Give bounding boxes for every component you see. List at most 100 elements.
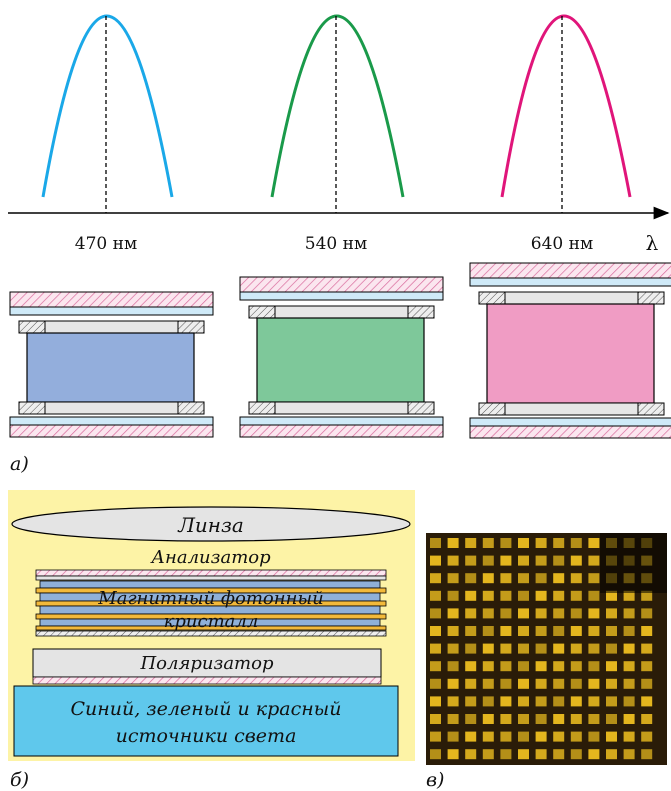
micrograph-pixel: [641, 679, 652, 689]
micrograph-pixel: [536, 608, 547, 618]
cell-green: [240, 277, 443, 437]
micrograph-pixel: [465, 556, 476, 566]
micrograph-pixel: [430, 608, 441, 618]
cell-top-hatch: [470, 263, 671, 278]
micrograph-pixel: [553, 679, 564, 689]
micrograph-pixel: [571, 732, 582, 742]
micrograph-pixel: [465, 749, 476, 759]
micrograph-pixel: [571, 573, 582, 583]
micrograph-pixel: [465, 591, 476, 601]
cell-bottom-hatch: [10, 425, 213, 437]
micrograph-pixel: [624, 661, 635, 671]
micrograph: [426, 533, 667, 765]
micrograph-pixel: [518, 679, 529, 689]
micrograph-pixel: [606, 661, 617, 671]
micrograph-pixel: [500, 714, 511, 724]
micrograph-pixel: [624, 644, 635, 654]
micrograph-pixel: [624, 696, 635, 706]
cell-bottom-spacer-right: [178, 402, 204, 414]
micrograph-pixel: [571, 538, 582, 548]
wavelength-label-470: 470 нм: [75, 234, 137, 254]
micrograph-pixel: [536, 626, 547, 636]
micrograph-pixel: [518, 696, 529, 706]
micrograph-pixel: [553, 626, 564, 636]
micrograph-pixel: [606, 749, 617, 759]
micrograph-pixel: [606, 644, 617, 654]
micrograph-pixel: [465, 608, 476, 618]
cell-top-glass: [470, 278, 671, 286]
micrograph-pixel: [448, 661, 459, 671]
micrograph-pixel: [606, 696, 617, 706]
micrograph-pixel: [553, 556, 564, 566]
micrograph-pixel: [536, 679, 547, 689]
micrograph-pixel: [465, 732, 476, 742]
polarizer-label: Поляризатор: [139, 653, 273, 674]
micrograph-pixel: [430, 696, 441, 706]
micrograph-pixel: [500, 608, 511, 618]
cell-fill: [257, 318, 424, 402]
lens-label: Линза: [177, 513, 244, 537]
micrograph-pixel: [483, 608, 494, 618]
micrograph-pixel: [553, 749, 564, 759]
micrograph-pixel: [536, 644, 547, 654]
micrograph-pixel: [606, 626, 617, 636]
micrograph-pixel: [641, 732, 652, 742]
micrograph-pixel: [483, 732, 494, 742]
micrograph-pixel: [641, 661, 652, 671]
source-label-line2: источники света: [116, 725, 297, 747]
wavelength-label-640: 640 нм: [531, 234, 593, 254]
micrograph-pixel: [536, 732, 547, 742]
micrograph-pixel: [553, 591, 564, 601]
micrograph-pixel: [624, 732, 635, 742]
micrograph-pixel: [536, 573, 547, 583]
cell-bottom-electrode: [275, 402, 408, 414]
micrograph-pixel: [606, 608, 617, 618]
cell-top-spacer-left: [249, 306, 275, 318]
micrograph-pixel: [518, 556, 529, 566]
cell-bottom-glass: [10, 417, 213, 425]
micrograph-pixel: [571, 714, 582, 724]
cell-top-glass: [240, 292, 443, 300]
micrograph-pixel: [483, 749, 494, 759]
cell-bottom-spacer-left: [19, 402, 45, 414]
micrograph-pixel: [465, 696, 476, 706]
micrograph-pixel: [448, 556, 459, 566]
micrograph-pixel: [588, 538, 599, 548]
micrograph-pixel: [518, 732, 529, 742]
micrograph-pixel: [518, 714, 529, 724]
micrograph-pixel: [518, 573, 529, 583]
micrograph-pixel: [483, 573, 494, 583]
micrograph-pixel: [624, 626, 635, 636]
micrograph-pixel: [518, 644, 529, 654]
source-label-line1: Синий, зеленый и красный: [70, 698, 341, 720]
micrograph-pixel: [553, 538, 564, 548]
micrograph-pixel: [624, 714, 635, 724]
micrograph-pixel: [571, 644, 582, 654]
cell-top-electrode: [275, 306, 408, 318]
cell-bottom-hatch: [470, 426, 671, 438]
micrograph-pixel: [553, 608, 564, 618]
cell-fill: [487, 304, 654, 403]
micrograph-pixel: [430, 679, 441, 689]
analyzer-hatch: [36, 570, 386, 576]
micrograph-pixel: [448, 714, 459, 724]
label-b: б): [10, 769, 29, 791]
micrograph-pixel: [483, 661, 494, 671]
cell-blue: [10, 292, 213, 437]
micrograph-pixel: [641, 626, 652, 636]
micrograph-pixel: [500, 556, 511, 566]
cell-bottom-electrode: [45, 402, 178, 414]
crystal-label-line2: кристалл: [164, 611, 259, 632]
micrograph-pixel: [641, 714, 652, 724]
micrograph-pixel: [448, 626, 459, 636]
micrograph-pixel: [500, 626, 511, 636]
micrograph-pixel: [553, 696, 564, 706]
micrograph-pixel: [536, 661, 547, 671]
micrograph-pixel: [641, 608, 652, 618]
micrograph-pixel: [430, 591, 441, 601]
micrograph-pixel: [624, 749, 635, 759]
micrograph-pixel: [500, 732, 511, 742]
label-c: в): [426, 769, 444, 791]
micrograph-pixel: [588, 749, 599, 759]
micrograph-pixel: [483, 696, 494, 706]
